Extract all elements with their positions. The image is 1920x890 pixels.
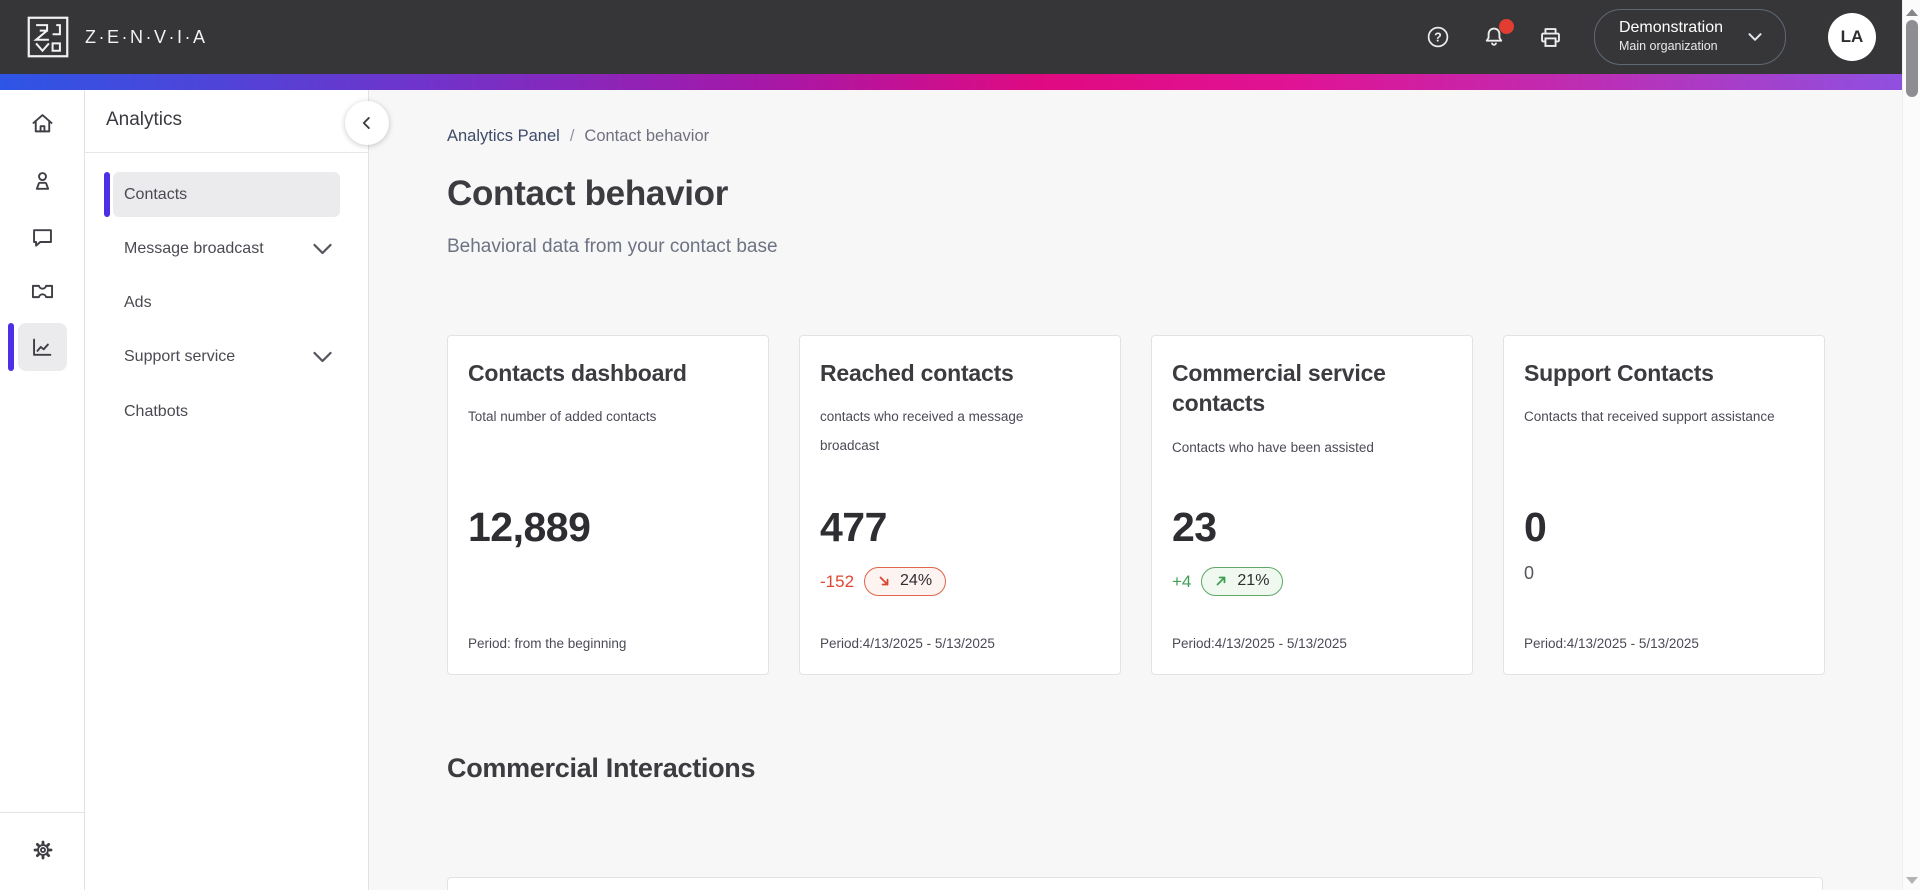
chevron-down-icon xyxy=(313,243,332,255)
sidebar-collapse-button[interactable] xyxy=(345,101,389,145)
card-description: contacts who received a message broadcas… xyxy=(820,409,1024,453)
organization-switcher[interactable]: Demonstration Main organization xyxy=(1593,9,1786,65)
trend-percent: 21% xyxy=(1237,572,1270,589)
scrollbar-down-arrow[interactable] xyxy=(1906,877,1918,884)
sidebar-item-label: Contacts xyxy=(124,185,188,203)
trend-badge-down: 24% xyxy=(864,567,947,596)
rail-item-contacts[interactable] xyxy=(0,157,85,205)
sidebar-title: Analytics xyxy=(106,109,183,130)
rail-item-home[interactable] xyxy=(0,99,85,147)
sidebar-divider xyxy=(85,152,369,153)
chevron-left-icon xyxy=(362,117,370,129)
brand-gradient-bar xyxy=(0,74,1902,90)
card-description: Contacts that received support assistanc… xyxy=(1524,409,1775,425)
sidebar-item-label: Chatbots xyxy=(124,402,189,420)
sidebar-item-contacts[interactable]: Contacts xyxy=(104,172,340,217)
line-chart-icon xyxy=(33,338,52,356)
card-reached-contacts[interactable]: Reached contacts contacts who received a… xyxy=(799,335,1121,675)
card-description: Total number of added contacts xyxy=(468,409,657,425)
app-header: Z·E·N·V·I·A ? Demonstration xyxy=(0,0,1902,74)
card-commercial-service-contacts[interactable]: Commercial service contacts Contacts who… xyxy=(1151,335,1473,675)
zenvia-logo-icon xyxy=(26,15,70,59)
scrollbar-up-arrow[interactable] xyxy=(1906,9,1918,16)
trend-row: -152 24% xyxy=(820,567,947,596)
breadcrumb-analytics-panel[interactable]: Analytics Panel xyxy=(447,127,560,145)
page-scrollbar[interactable] xyxy=(1902,0,1920,890)
notifications-bell-button[interactable] xyxy=(1481,19,1514,50)
rail-item-tickets[interactable] xyxy=(0,267,85,315)
organization-name: Demonstration xyxy=(1618,19,1723,37)
ticket-icon xyxy=(31,284,54,298)
chat-bubble-icon xyxy=(33,228,52,247)
home-icon xyxy=(32,113,53,132)
notification-badge-dot xyxy=(1498,19,1514,34)
sidebar-item-message-broadcast[interactable]: Message broadcast xyxy=(113,226,340,271)
trend-badge-up: 21% xyxy=(1201,567,1284,596)
arrow-down-right-icon xyxy=(879,576,889,586)
card-title: Contacts dashboard xyxy=(468,360,687,386)
card-sub-value: 0 xyxy=(1524,563,1535,583)
card-period: Period:4/13/2025 - 5/13/2025 xyxy=(820,636,995,651)
card-title: Support Contacts xyxy=(1524,360,1714,386)
card-period: Period: from the beginning xyxy=(468,636,627,651)
help-button[interactable]: ? xyxy=(1425,24,1451,50)
zenvia-logo[interactable]: Z·E·N·V·I·A xyxy=(26,15,207,59)
trend-percent: 24% xyxy=(900,572,933,589)
trend-row: +4 21% xyxy=(1172,567,1284,596)
rail-item-settings[interactable] xyxy=(0,826,85,874)
card-description: Contacts who have been assisted xyxy=(1172,439,1374,455)
delta-value: +4 xyxy=(1172,571,1192,591)
sidebar-item-chatbots[interactable]: Chatbots xyxy=(113,389,340,434)
card-value: 0 xyxy=(1524,504,1547,550)
card-value: 477 xyxy=(820,504,887,550)
analytics-sidebar: Analytics Contacts Message broadcast Ads… xyxy=(85,90,369,890)
page-title: Contact behavior xyxy=(447,174,729,213)
user-avatar[interactable]: LA xyxy=(1828,13,1876,61)
card-title: Commercial service contacts xyxy=(1172,360,1386,417)
card-value: 12,889 xyxy=(468,504,591,550)
card-title: Reached contacts xyxy=(820,360,1014,386)
breadcrumb-current: Contact behavior xyxy=(584,127,710,145)
icon-rail xyxy=(0,90,369,890)
rail-item-analytics[interactable] xyxy=(0,323,85,371)
chevron-down-icon xyxy=(313,351,332,363)
sidebar-item-label: Support service xyxy=(124,347,236,365)
sidebar-item-ads[interactable]: Ads xyxy=(113,280,340,325)
delta-value: -152 xyxy=(820,571,855,591)
kpi-cards-row: Contacts dashboard Total number of added… xyxy=(447,335,1825,675)
card-support-contacts[interactable]: Support Contacts Contacts that received … xyxy=(1503,335,1825,675)
card-period: Period:4/13/2025 - 5/13/2025 xyxy=(1172,636,1347,651)
card-value: 23 xyxy=(1172,504,1217,550)
card-contacts-dashboard[interactable]: Contacts dashboard Total number of added… xyxy=(447,335,769,675)
rail-item-conversations[interactable] xyxy=(0,213,85,261)
breadcrumb: Analytics Panel / Contact behavior xyxy=(447,127,709,146)
sidebar-item-label: Ads xyxy=(124,293,152,311)
print-button[interactable] xyxy=(1537,24,1564,51)
card-period: Period:4/13/2025 - 5/13/2025 xyxy=(1524,636,1699,651)
sidebar-item-support-service[interactable]: Support service xyxy=(113,334,340,379)
brand-wordmark: Z·E·N·V·I·A xyxy=(85,26,208,47)
breadcrumb-separator: / xyxy=(569,127,575,145)
arrow-up-right-icon xyxy=(1216,576,1226,586)
chevron-down-icon xyxy=(1745,27,1765,47)
gear-icon xyxy=(33,840,52,860)
question-mark-glyph: ? xyxy=(1434,31,1442,45)
person-icon xyxy=(35,171,50,190)
organization-subtitle: Main organization xyxy=(1618,39,1718,54)
main-content: Analytics Panel / Contact behavior Conta… xyxy=(369,90,1902,890)
sidebar-item-label: Message broadcast xyxy=(124,239,264,257)
printer-icon xyxy=(1541,27,1560,47)
avatar-initials: LA xyxy=(1840,27,1864,46)
page-subtitle: Behavioral data from your contact base xyxy=(447,236,778,257)
commercial-interactions-card xyxy=(447,877,1823,890)
scrollbar-thumb[interactable] xyxy=(1906,20,1918,97)
section-title-commercial-interactions: Commercial Interactions xyxy=(447,753,756,783)
bell-icon xyxy=(1485,27,1503,46)
